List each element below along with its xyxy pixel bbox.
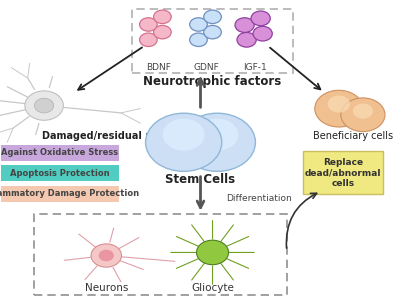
Text: Differentiation: Differentiation	[227, 194, 292, 203]
Bar	[1, 165, 119, 181]
Circle shape	[140, 33, 157, 47]
Text: Stem Cells: Stem Cells	[166, 173, 235, 185]
Circle shape	[154, 25, 171, 39]
Circle shape	[353, 103, 373, 119]
Text: IGF-1: IGF-1	[243, 63, 267, 72]
Circle shape	[251, 11, 270, 26]
Bar	[132, 9, 293, 73]
Text: Inflammatory Damage Protection: Inflammatory Damage Protection	[0, 189, 139, 198]
Text: Against Oxidative Stress: Against Oxidative Stress	[1, 148, 119, 157]
Circle shape	[328, 95, 350, 113]
Text: Neurotrophic factors: Neurotrophic factors	[144, 75, 282, 88]
Circle shape	[204, 10, 221, 24]
Circle shape	[146, 113, 222, 171]
Circle shape	[204, 25, 221, 39]
Text: GDNF: GDNF	[194, 63, 219, 72]
Text: BDNF: BDNF	[146, 63, 171, 72]
Circle shape	[99, 250, 114, 261]
Circle shape	[196, 119, 238, 151]
Circle shape	[253, 26, 272, 41]
Bar	[34, 214, 287, 295]
Circle shape	[341, 98, 385, 132]
Text: Damaged/residual neurons: Damaged/residual neurons	[42, 131, 190, 141]
Circle shape	[25, 91, 63, 120]
Text: Beneficiary cells: Beneficiary cells	[313, 131, 393, 141]
Circle shape	[196, 240, 229, 265]
Circle shape	[235, 18, 254, 32]
Bar	[1, 186, 119, 202]
Bar	[303, 151, 383, 194]
Text: Apoptosis Protection: Apoptosis Protection	[10, 169, 110, 178]
Text: Replace
dead/abnormal
cells: Replace dead/abnormal cells	[305, 158, 381, 188]
Circle shape	[163, 119, 205, 151]
Circle shape	[91, 244, 122, 267]
Text: Neurons: Neurons	[85, 283, 128, 293]
Circle shape	[140, 18, 157, 31]
Circle shape	[179, 113, 255, 171]
Bar	[1, 145, 119, 161]
Circle shape	[154, 10, 171, 24]
Circle shape	[190, 33, 207, 47]
Circle shape	[34, 98, 54, 113]
Circle shape	[237, 32, 256, 47]
Circle shape	[190, 18, 207, 31]
Circle shape	[315, 90, 363, 127]
Text: Gliocyte: Gliocyte	[191, 283, 234, 293]
